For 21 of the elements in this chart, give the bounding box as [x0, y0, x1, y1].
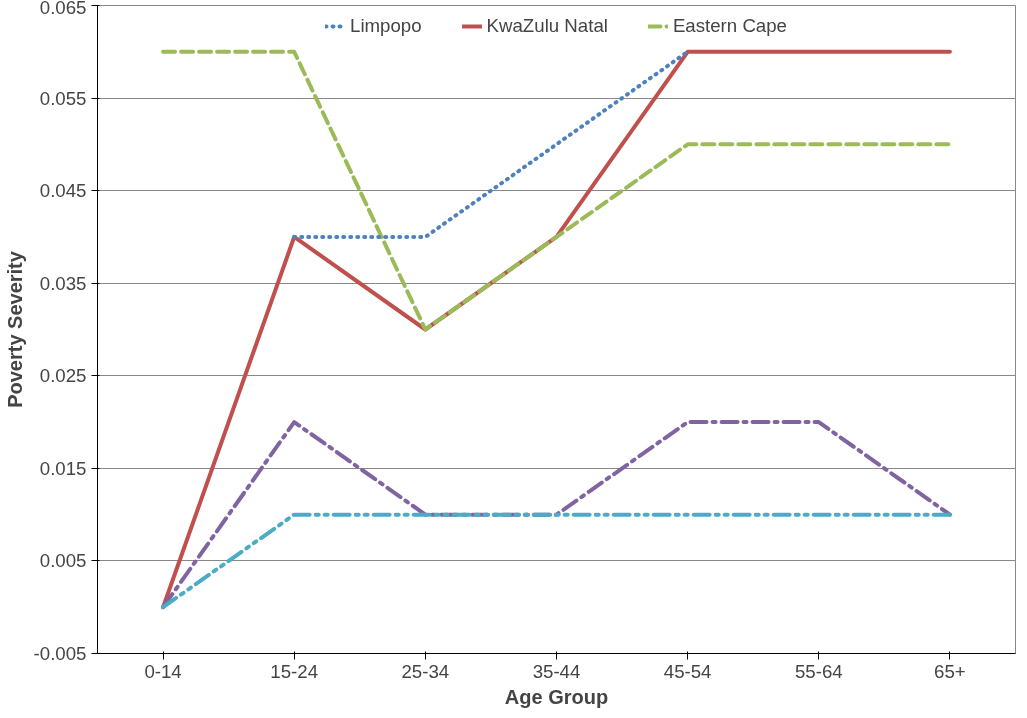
legend-label: KwaZulu Natal — [486, 15, 608, 37]
legend-label: Eastern Cape — [672, 15, 787, 37]
x-tick-label: 25-34 — [401, 660, 450, 682]
y-tick-label: -0.005 — [33, 643, 87, 664]
y-tick-label: 0.025 — [39, 365, 87, 387]
y-tick-label: 0.035 — [39, 272, 87, 294]
x-tick-label: 35-44 — [532, 660, 581, 682]
y-tick-label: 0.015 — [39, 457, 87, 479]
x-tick-label: 65+ — [934, 660, 966, 682]
legend-label: Limpopo — [350, 15, 422, 37]
y-tick-label: 0.045 — [39, 180, 87, 202]
x-tick-label: 15-24 — [270, 660, 319, 682]
x-tick-label: 45-54 — [663, 660, 712, 682]
x-axis-title: Age Group — [504, 685, 609, 708]
y-tick-label: 0.065 — [39, 0, 87, 18]
y-axis-title: Poverty Severity — [3, 250, 26, 408]
x-tick-label: 55-64 — [794, 660, 843, 682]
y-tick-label: 0.055 — [39, 87, 87, 109]
y-tick-label: 0.005 — [39, 550, 87, 572]
x-tick-label: 0-14 — [144, 660, 182, 682]
line-series — [161, 49, 952, 332]
